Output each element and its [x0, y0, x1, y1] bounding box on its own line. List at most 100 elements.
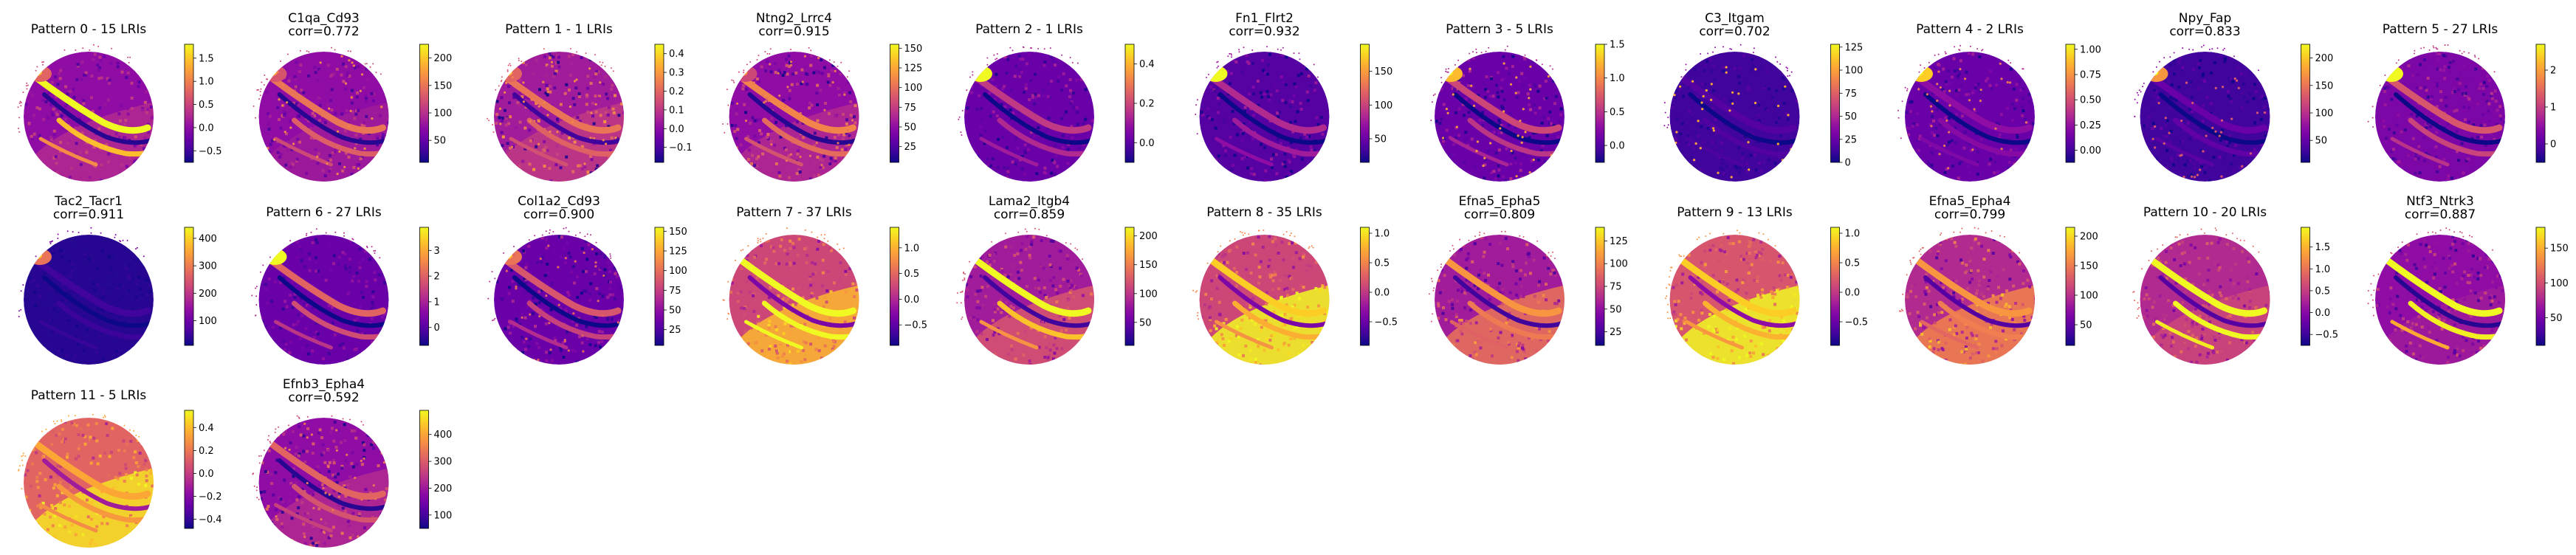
chart-panel: Pattern 9 - 13 LRIs −0.5 0.0 0.5 1.0	[1664, 205, 1868, 365]
tissue-heatmap	[722, 46, 859, 182]
colorbar-tick-label: 50	[2315, 136, 2328, 147]
colorbar-tick-label: 75	[669, 286, 681, 297]
tissue-heatmap	[1429, 230, 1565, 365]
colorbar-tick-label: 0.50	[2080, 95, 2101, 106]
panel-title: Pattern 10 - 20 LRIs	[2143, 205, 2267, 220]
chart-panel: Pattern 8 - 35 LRIs −0.5 0.0 0.5 1.0	[1192, 205, 1398, 365]
colorbar-tick-label: 0.5	[904, 269, 920, 280]
colorbar: 50 100 150 200	[2065, 227, 2098, 346]
tissue-heatmap	[253, 46, 389, 182]
chart-panel: Pattern 10 - 20 LRIs −0.5 0.0 0.5 1.0 1.5	[2132, 205, 2339, 365]
panel-title: Lama2_Itgb4	[989, 194, 1070, 209]
colorbar-tick-label: 0.0	[1845, 288, 1861, 299]
colorbar-gradient	[184, 227, 194, 346]
edge-scatter	[722, 227, 845, 320]
panel-subtitle: corr=0.900	[523, 207, 594, 222]
colorbar-tick-label: 150	[2080, 261, 2098, 272]
colorbar-tick-label: 0.00	[2080, 145, 2101, 156]
colorbar-tick-label: 0.0	[1375, 288, 1390, 299]
hippocampal-bands	[2150, 258, 2270, 350]
edge-scatter	[2134, 44, 2259, 117]
colorbar-tick-label: 25	[669, 325, 681, 336]
colorbar-tick-label: 50	[904, 123, 917, 134]
panel-title: C1qa_Cd93	[288, 11, 360, 26]
colorbar: 25 50 75 100 125	[1595, 227, 1628, 346]
edge-scatter	[2132, 227, 2260, 319]
colorbar-gradient	[2301, 227, 2310, 346]
colorbar-tick-label: 150	[904, 44, 923, 55]
chart-panel: Pattern 1 - 1 LRIs −0.1 0.0 0.1 0.2 0.3 0.4	[487, 22, 693, 182]
colorbar-tick-label: 100	[199, 316, 217, 327]
colorbar-tick-label: 150	[669, 227, 687, 238]
colorbar-gradient	[890, 227, 899, 346]
tissue-heatmap	[722, 227, 859, 365]
colorbar-tick-label: 2	[434, 272, 440, 283]
colorbar-gradient	[654, 44, 664, 163]
colorbar-tick-label: 400	[434, 430, 453, 441]
tissue-heatmap	[2134, 44, 2270, 182]
chart-panel: Pattern 6 - 27 LRIs 0 1 2 3	[251, 205, 440, 365]
tissue-heatmap	[1898, 227, 2035, 365]
colorbar-tick-label: 200	[2315, 53, 2334, 64]
panel-title: Ntf3_Ntrk3	[2406, 194, 2474, 209]
edge-scatter	[18, 413, 140, 490]
tissue-heatmap	[2132, 227, 2270, 365]
panel-subtitle: corr=0.859	[994, 207, 1065, 222]
colorbar-tick-label: 150	[1139, 260, 1158, 271]
bright-cells	[1438, 55, 1558, 178]
colorbar-tick-label: 1.5	[199, 53, 214, 64]
colorbar-gradient	[2065, 44, 2075, 163]
colorbar-tick-label: 0.0	[669, 124, 684, 135]
panel-title: Pattern 4 - 2 LRIs	[1916, 22, 2024, 37]
colorbar-tick-label: 0.75	[2080, 70, 2101, 81]
colorbar-tick-label: 1.5	[1610, 40, 1625, 51]
colorbar: 50 100 150 200	[1124, 227, 1158, 346]
colorbar-gradient	[2065, 227, 2075, 346]
chart-panel: Pattern 3 - 5 LRIs 0.0 0.5 1.0 1.5	[1430, 22, 1625, 182]
colorbar-tick-label: 0.0	[2315, 308, 2331, 319]
edge-scatter	[722, 46, 851, 134]
colorbar-tick-label: −0.1	[669, 142, 693, 154]
colorbar-tick-label: −0.5	[904, 320, 928, 331]
colorbar-tick-label: 1.0	[2315, 264, 2331, 275]
colorbar-tick-label: 0	[434, 323, 440, 334]
colorbar: −0.5 0.0 0.5 1.0	[1830, 227, 1868, 346]
colorbar-tick-label: 125	[669, 247, 687, 258]
colorbar-tick-label: 1	[434, 297, 440, 308]
tissue-heatmap	[1195, 46, 1330, 182]
colorbar: −0.5 0.0 0.5 1.0	[890, 227, 928, 346]
panel-title: Npy_Fap	[2179, 11, 2232, 26]
tissue-heatmap	[487, 48, 624, 182]
chart-panel: Pattern 11 - 5 LRIs −0.4 −0.2 0.0 0.2 0.4	[18, 388, 222, 548]
colorbar-tick-label: 300	[199, 261, 217, 272]
edge-scatter	[1898, 227, 2021, 312]
colorbar-tick-label: 0.3	[669, 68, 684, 79]
colorbar-tick-label: −0.5	[2315, 330, 2339, 341]
colorbar-tick-label: 0.0	[1610, 141, 1625, 152]
colorbar-tick-label: 100	[434, 510, 453, 521]
panel-title: Pattern 7 - 37 LRIs	[736, 205, 852, 220]
colorbar: −0.1 0.0 0.1 0.2 0.3 0.4	[654, 44, 693, 163]
colorbar-tick-label: −0.2	[199, 492, 222, 503]
colorbar-tick-label: 25	[1610, 327, 1622, 338]
colorbar-tick-label: 1	[2550, 103, 2556, 114]
colorbar: 50 100 150	[1360, 44, 1392, 163]
colorbar-gradient	[2535, 44, 2546, 163]
colorbar-tick-label: 1.0	[1610, 73, 1625, 84]
colorbar-tick-label: 0.0	[1139, 138, 1155, 149]
colorbar: 50 100 150 200	[419, 44, 452, 163]
colorbar-gradient	[2301, 44, 2310, 163]
edge-scatter	[1663, 44, 1793, 128]
colorbar-tick-label: 50	[1610, 304, 1622, 315]
colorbar-gradient	[890, 44, 899, 163]
colorbar: 50 100 150 200	[2301, 44, 2334, 163]
colorbar-tick-label: 100	[1139, 289, 1158, 300]
panel-title: Fn1_Flrt2	[1235, 11, 1294, 26]
colorbar: −0.5 0.0 0.5 1.0 1.5	[2301, 227, 2339, 346]
